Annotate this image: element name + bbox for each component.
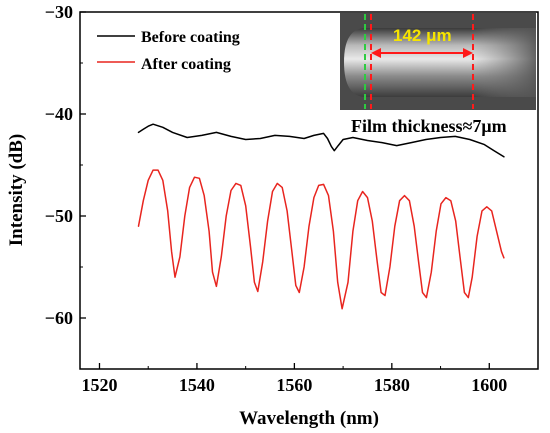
series-line-before-coating: [137, 123, 505, 158]
y-axis-title: Intensity (dB): [6, 134, 27, 246]
axis-ticks: [80, 11, 490, 370]
x-tick-label: 1580: [374, 375, 410, 395]
fiber-shadow: [470, 28, 536, 97]
plot-frame: [79, 11, 539, 370]
measurement-label: 142 μm: [393, 26, 452, 45]
x-tick-label: 1520: [81, 375, 117, 395]
inset-micrograph: 142 μm: [340, 13, 536, 110]
x-tick-label: 1540: [179, 375, 215, 395]
series-layer: [137, 123, 505, 310]
inset-caption: Film thickness≈7μm: [351, 116, 507, 136]
x-axis-title: Wavelength (nm): [239, 408, 379, 429]
measure-arrowhead-left: [371, 48, 381, 58]
y-tick-label: −50: [45, 206, 73, 226]
legend: Before coating After coating: [97, 29, 240, 73]
series-line-after-coating: [137, 169, 505, 310]
y-tick-label: −40: [45, 104, 73, 124]
axis-tick-labels: 1520 1540 1560 1580 1600 −60 −50 −40 −30: [45, 2, 508, 395]
legend-label-before: Before coating: [141, 29, 240, 46]
measure-arrowhead-right: [463, 48, 473, 58]
y-tick-label: −60: [45, 308, 73, 328]
y-tick-label: −30: [45, 2, 73, 22]
x-tick-label: 1560: [276, 375, 312, 395]
legend-label-after: After coating: [141, 56, 231, 73]
x-tick-label: 1600: [471, 375, 507, 395]
